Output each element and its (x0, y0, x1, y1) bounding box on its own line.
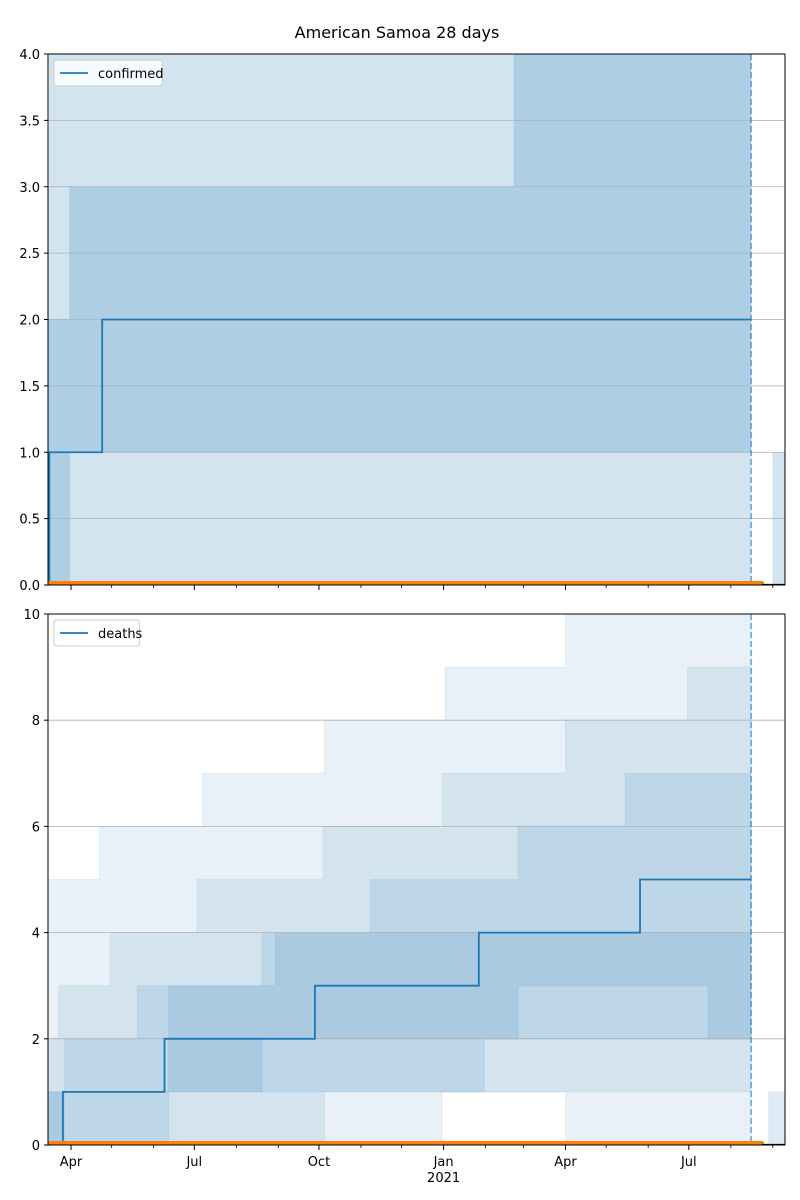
legend-label: confirmed (98, 67, 164, 82)
y-tick-label: 2.5 (19, 247, 40, 262)
legend-label: deaths (98, 627, 143, 642)
y-tick-label: 3.5 (19, 114, 40, 129)
x-tick-label: Apr (60, 1155, 83, 1170)
y-tick-label: 4.0 (19, 48, 40, 63)
y-tick-label: 0.0 (19, 579, 40, 594)
axes-frame (47, 613, 786, 1146)
series-line-confirmed (48, 318, 752, 585)
y-tick-label: 2.0 (19, 314, 40, 329)
y-tick-label: 1.5 (19, 380, 40, 395)
figure-title: American Samoa 28 days (295, 23, 500, 42)
plot-area (48, 54, 785, 585)
y-tick-label: 1.0 (19, 446, 40, 461)
y-tick-label: 2 (32, 1033, 40, 1048)
deaths-panel: 0 2 4 6 8 10 Apr Jul Oct Jan Apr Jul 2021 deaths (23, 608, 786, 1186)
y-tick-label: 0 (32, 1139, 40, 1154)
plot-area (48, 614, 785, 1145)
y-tick-label: 6 (32, 820, 40, 835)
uncertainty-band-4 (768, 1091, 785, 1145)
legend-box (53, 59, 163, 87)
legend-box (53, 619, 141, 647)
y-tick-label: 8 (32, 714, 40, 729)
y-tick-label: 4 (32, 927, 40, 942)
x-tick-label: Apr (554, 1155, 577, 1170)
series-line-deaths (48, 878, 752, 1145)
uncertainty-band-0 (48, 614, 752, 1145)
x-year-label: 2021 (427, 1171, 460, 1186)
uncertainty-band-2 (48, 772, 752, 1145)
y-tick-label: 3.0 (19, 181, 40, 196)
confirmed-panel: 0.0 0.5 1.0 1.5 2.0 2.5 3.0 3.5 4.0 confirmed (19, 48, 786, 594)
y-tick-label: 0.5 (19, 513, 40, 528)
legend: confirmed (53, 59, 164, 87)
x-tick-label: Jul (680, 1155, 697, 1170)
x-tick-label: Jul (185, 1155, 202, 1170)
x-tick-label: Jan (433, 1155, 454, 1170)
x-tick-label: Oct (308, 1155, 330, 1170)
y-tick-label: 10 (23, 608, 40, 623)
legend: deaths (53, 619, 143, 647)
